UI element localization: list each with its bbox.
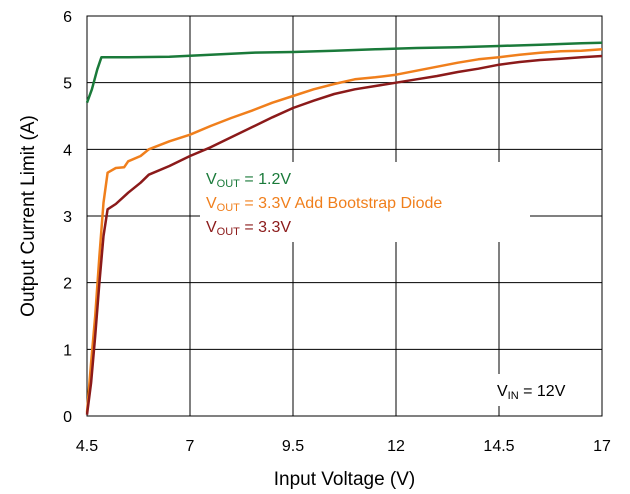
legend-entry-main: V bbox=[206, 195, 217, 212]
y-tick-label: 1 bbox=[63, 342, 72, 359]
legend-entry-main: V bbox=[206, 171, 217, 188]
y-tick-label: 4 bbox=[63, 142, 72, 159]
series-line-2 bbox=[85, 54, 603, 415]
y-tick-label: 6 bbox=[63, 9, 72, 26]
x-tick-labels: 4.5 7 9.5 12 14.5 17 bbox=[76, 438, 611, 455]
annotation-subscript: IN bbox=[508, 390, 519, 402]
annotation-rest: = 12V bbox=[519, 383, 566, 400]
y-tick-label: 2 bbox=[63, 276, 72, 293]
legend-entry-subscript: OUT bbox=[217, 202, 241, 214]
legend-entry-subscript: OUT bbox=[217, 178, 241, 190]
legend-entry-main: V bbox=[206, 219, 217, 236]
svg-text:VIN = 12V: VIN = 12V bbox=[497, 383, 566, 402]
x-tick-label: 4.5 bbox=[76, 438, 98, 455]
y-tick-label: 0 bbox=[63, 409, 72, 426]
legend-entry-rest: = 3.3V Add Bootstrap Diode bbox=[240, 195, 442, 212]
series-lines bbox=[85, 41, 603, 415]
y-tick-label: 5 bbox=[63, 76, 72, 93]
annotation-main: V bbox=[497, 383, 508, 400]
legend-entry-subscript: OUT bbox=[217, 226, 241, 238]
y-axis-title: Output Current Limit (A) bbox=[18, 115, 39, 317]
series-line-1 bbox=[85, 48, 603, 413]
legend-entry-rest: = 3.3V bbox=[240, 219, 291, 236]
x-tick-label: 7 bbox=[186, 438, 195, 455]
x-tick-label: 9.5 bbox=[282, 438, 304, 455]
x-tick-label: 14.5 bbox=[483, 438, 514, 455]
input-voltage-annotation: VIN = 12V bbox=[486, 374, 600, 406]
x-tick-label: 17 bbox=[593, 438, 611, 455]
legend-background bbox=[200, 162, 530, 242]
legend-entry-0: VOUT = 1.2V bbox=[206, 171, 291, 190]
legend-entry-1: VOUT = 3.3V Add Bootstrap Diode bbox=[206, 195, 442, 214]
x-axis-title: Input Voltage (V) bbox=[274, 469, 416, 490]
legend-entry-rest: = 1.2V bbox=[240, 171, 291, 188]
x-tick-label: 12 bbox=[387, 438, 405, 455]
series-line-0 bbox=[85, 41, 603, 104]
legend-entry-2: VOUT = 3.3V bbox=[206, 219, 291, 238]
plot-area-frame bbox=[86, 15, 603, 417]
y-tick-labels: 0 1 2 3 4 5 6 bbox=[63, 9, 72, 426]
y-tick-label: 3 bbox=[63, 209, 72, 226]
